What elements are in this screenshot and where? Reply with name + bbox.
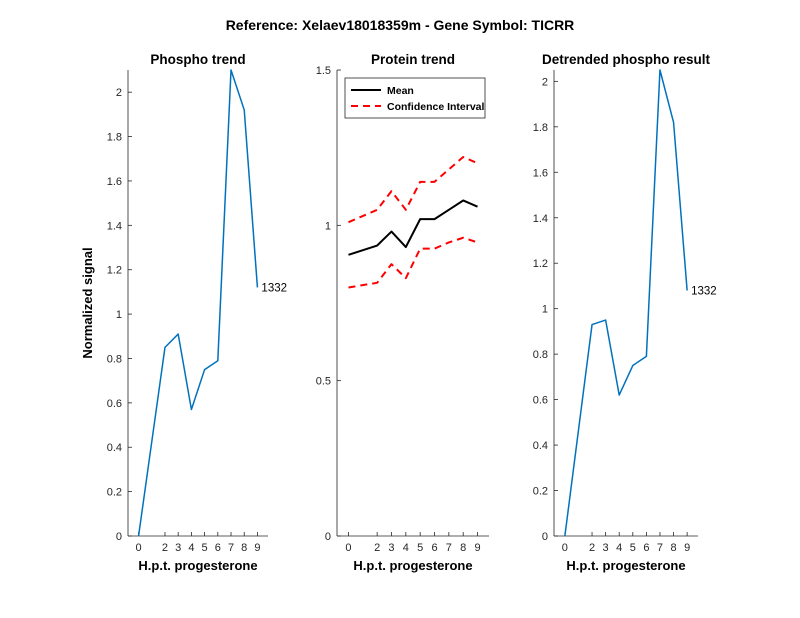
x-tick-label: 2 — [162, 542, 168, 554]
y-tick-label: 1 — [325, 220, 331, 232]
x-tick-label: 9 — [474, 542, 480, 554]
x-tick-label: 6 — [215, 542, 221, 554]
panel-title: Phospho trend — [150, 52, 245, 67]
legend-box — [344, 77, 486, 119]
y-tick-label: 0.6 — [107, 398, 122, 410]
x-tick-label: 8 — [460, 542, 466, 554]
y-tick-label: 0.6 — [533, 395, 548, 407]
panel-title: Detrended phospho result — [542, 52, 711, 67]
y-tick-label: 1.8 — [107, 132, 122, 144]
confidence-interval-line — [348, 155, 478, 224]
x-tick-label: 5 — [630, 542, 636, 554]
series-annotation: 1332 — [261, 282, 287, 294]
x-tick-label: 2 — [374, 542, 380, 554]
y-tick-label: 1.8 — [533, 122, 548, 134]
panel-1: 0 2 3 4 5 6 7 8 900.20.40.60.811.21.41.61.82Phos… — [80, 52, 287, 573]
x-tick-label: 3 — [175, 542, 181, 554]
x-tick-label: 4 — [188, 542, 194, 554]
panel-3: 0 2 3 4 5 6 7 8 900.20.40.60.811.21.41.61.82Detr… — [533, 52, 717, 573]
legend-label: Confidence Interval — [387, 101, 485, 113]
y-tick-label: 1.4 — [533, 213, 548, 225]
x-tick-label: 6 — [431, 542, 437, 554]
x-tick-label: 4 — [616, 542, 622, 554]
x-axis-label: H.p.t. progesterone — [138, 558, 257, 573]
x-tick-label: 0 — [136, 542, 142, 554]
figure-title: Reference: Xelaev18018359m - Gene Symbol… — [226, 17, 575, 33]
y-tick-label: 1.6 — [533, 167, 548, 179]
series-1-line — [137, 69, 259, 537]
y-tick-label: 0.4 — [533, 440, 548, 452]
y-tick-label: 1.4 — [107, 220, 122, 232]
panels: 0 2 3 4 5 6 7 8 900.20.40.60.811.21.41.61.82Phos… — [80, 52, 717, 573]
panel-title: Protein trend — [371, 52, 455, 67]
y-tick-label: 1 — [542, 304, 548, 316]
x-tick-label: 0 — [345, 542, 351, 554]
y-tick-label: 0.2 — [107, 487, 122, 499]
x-tick-label: 7 — [228, 542, 234, 554]
y-tick-label: 0 — [542, 531, 548, 543]
y-tick-label: 2 — [116, 87, 122, 99]
legend-label: Mean — [387, 85, 414, 97]
y-tick-label: 0 — [116, 531, 122, 543]
y-tick-label: 0.4 — [107, 442, 122, 454]
x-tick-label: 6 — [643, 542, 649, 554]
y-tick-label: 1.2 — [107, 265, 122, 277]
x-tick-label: 3 — [388, 542, 394, 554]
y-tick-label: 0.8 — [533, 349, 548, 361]
mean-line — [348, 199, 478, 256]
series-3-line — [348, 236, 478, 289]
x-tick-label: 7 — [657, 542, 663, 554]
x-tick-label: 9 — [254, 542, 260, 554]
series-annotation: 1332 — [691, 285, 717, 297]
x-tick-label: 0 — [562, 542, 568, 554]
y-tick-label: 0.5 — [316, 376, 331, 388]
y-tick-label: 0.8 — [107, 353, 122, 365]
y-tick-label: 0.2 — [533, 486, 548, 498]
y-tick-label: 1.5 — [316, 65, 331, 77]
series-1-line — [564, 69, 688, 537]
x-tick-label: 7 — [446, 542, 452, 554]
x-tick-label: 8 — [670, 542, 676, 554]
y-tick-label: 1.6 — [107, 176, 122, 188]
x-tick-label: 2 — [589, 542, 595, 554]
y-tick-label: 2 — [542, 76, 548, 88]
x-axis-label: H.p.t. progesterone — [353, 558, 472, 573]
x-tick-label: 4 — [403, 542, 409, 554]
x-tick-label: 3 — [603, 542, 609, 554]
x-axis-label: H.p.t. progesterone — [566, 558, 685, 573]
y-tick-label: 0 — [325, 531, 331, 543]
legend: Mean Confidence Interval — [344, 77, 486, 119]
y-tick-label: 1 — [116, 309, 122, 321]
panel-2: 0 2 3 4 5 6 7 8 9 0 0.5 1 1.5 Protein trend H.p.t. pro… — [316, 52, 489, 573]
y-tick-label: 1.2 — [533, 258, 548, 270]
x-tick-label: 9 — [684, 542, 690, 554]
x-tick-label: 8 — [241, 542, 247, 554]
x-tick-label: 5 — [202, 542, 208, 554]
x-tick-label: 5 — [417, 542, 423, 554]
y-axis-label: Normalized signal — [80, 247, 95, 358]
